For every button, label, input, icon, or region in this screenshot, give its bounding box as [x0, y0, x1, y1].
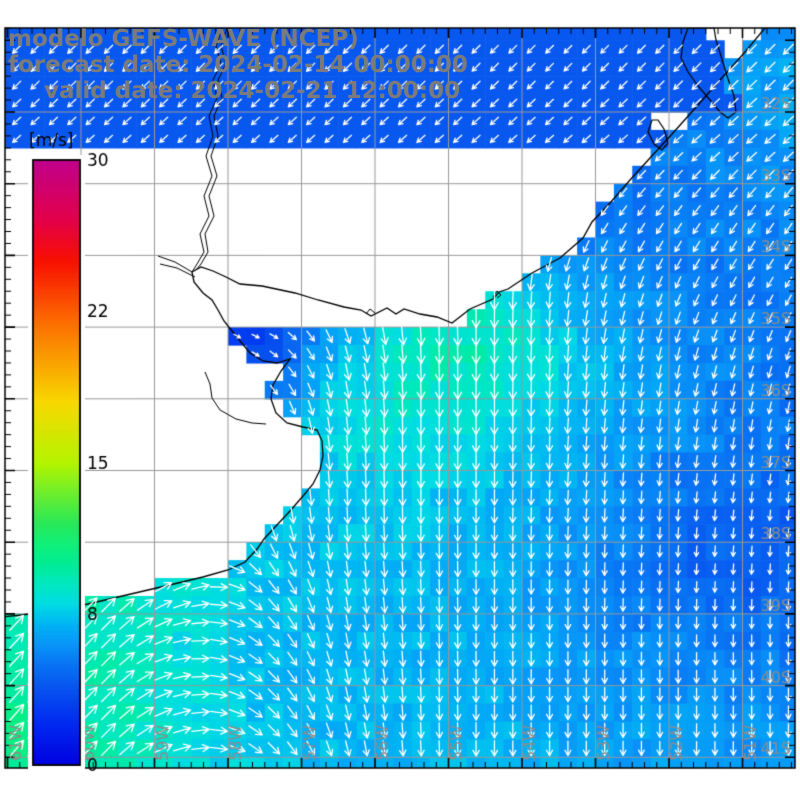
model-title: modelo GEFS-WAVE (NCEP) [8, 26, 359, 52]
valid-date-label: valid date: 2024-02-21 12:00:00 [44, 78, 461, 104]
forecast-date-label: forecast date: 2024-02-14 00:00:00 [8, 52, 468, 78]
